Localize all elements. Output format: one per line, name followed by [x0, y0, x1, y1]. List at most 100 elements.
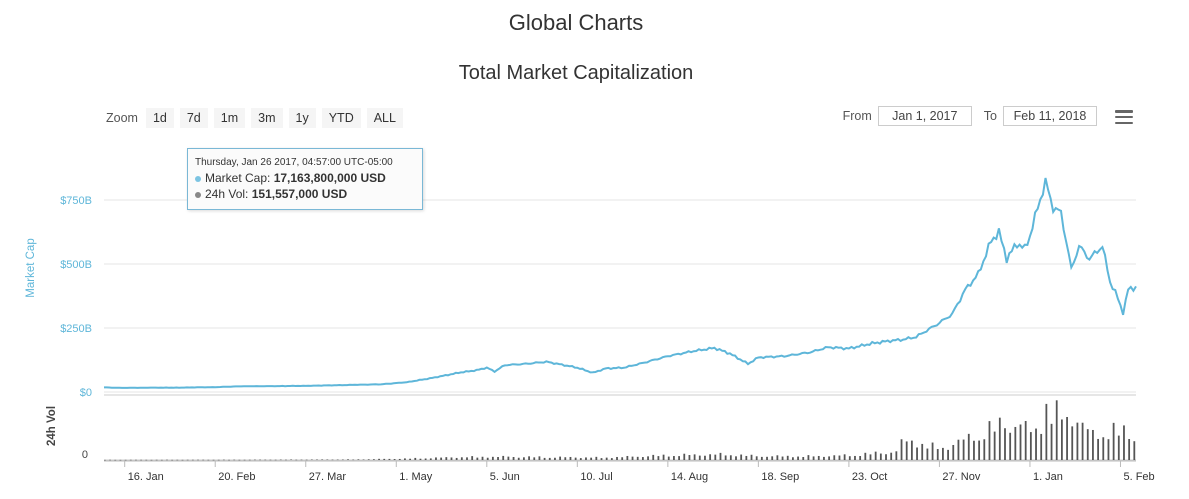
zoom-all-button[interactable]: ALL: [366, 108, 403, 128]
volume-bar: [476, 457, 479, 460]
volume-bar: [890, 452, 893, 460]
from-label: From: [842, 109, 872, 123]
zoom-3m-button[interactable]: 3m: [251, 108, 283, 128]
volume-bar: [636, 456, 639, 460]
volume-bar: [409, 458, 412, 460]
volume-bar: [879, 453, 882, 460]
volume-bar: [797, 456, 799, 460]
from-date-input[interactable]: [877, 106, 972, 126]
volume-bar: [678, 456, 680, 460]
volume-bar: [792, 457, 794, 460]
volume-bar: [181, 459, 184, 461]
chart-tooltip: Thursday, Jan 26 2017, 04:57:00 UTC-05:0…: [187, 148, 423, 210]
volume-bar: [833, 455, 836, 460]
volume-bar: [362, 459, 365, 460]
volume-bar: [186, 459, 189, 461]
volume-bar: [517, 457, 520, 460]
volume-bar: [538, 456, 541, 460]
market-cap-dot-icon: [195, 175, 201, 182]
volume-bar: [693, 454, 696, 460]
volume-bar: [145, 459, 148, 461]
volume-bar: [1060, 419, 1063, 460]
volume-bar: [579, 458, 582, 460]
volume-bar: [254, 459, 256, 461]
tooltip-date: Thursday, Jan 26 2017, 04:57:00 UTC-05:0…: [195, 157, 393, 168]
volume-bar: [285, 459, 287, 461]
volume-bar: [212, 459, 215, 461]
volume-bar: [616, 456, 618, 460]
volume-bar: [486, 457, 489, 460]
hamburger-menu-icon[interactable]: [1115, 110, 1133, 125]
volume-bar: [709, 454, 712, 460]
x-tick-label: 20. Feb: [218, 471, 255, 483]
volume-bar: [704, 455, 706, 460]
volume-bar: [843, 454, 846, 460]
volume-bar: [372, 459, 375, 460]
volume-bar: [1055, 400, 1058, 460]
volume-bar: [776, 455, 779, 460]
volume-bar: [290, 459, 293, 460]
volume-bar: [864, 452, 867, 460]
volume-bar: [641, 457, 644, 460]
volume-bar: [1123, 425, 1125, 460]
volume-bar: [331, 459, 334, 461]
volume-dot-icon: [195, 191, 201, 198]
volume-bar: [124, 459, 127, 461]
tooltip-volume-row: 24h Vol: 151,557,000 USD: [195, 187, 347, 201]
zoom-ytd-button[interactable]: YTD: [321, 108, 361, 128]
tooltip-market-cap-value: 17,163,800,000 USD: [273, 171, 386, 185]
volume-bar: [491, 456, 494, 460]
zoom-1y-button[interactable]: 1y: [288, 108, 316, 128]
volume-bar: [1092, 429, 1094, 460]
volume-bar: [388, 458, 391, 460]
x-tick-label: 23. Oct: [852, 471, 887, 483]
volume-bar: [450, 457, 453, 460]
volume-bar: [554, 457, 556, 460]
volume-bar: [383, 458, 386, 460]
volume-bar: [859, 456, 862, 460]
zoom-1d-button[interactable]: 1d: [145, 108, 174, 128]
volume-bar: [512, 457, 515, 460]
volume-bar: [528, 456, 530, 460]
volume-bar: [336, 459, 339, 461]
volume-bar: [176, 459, 179, 461]
volume-bar: [222, 459, 225, 461]
volume-bar: [735, 456, 737, 460]
volume-bar: [233, 459, 236, 461]
volume-bar: [1086, 429, 1089, 460]
chart-title: Total Market Capitalization: [458, 62, 694, 84]
zoom-1m-button[interactable]: 1m: [213, 108, 246, 128]
volume-bar: [150, 459, 153, 461]
volume-bar: [978, 440, 981, 460]
volume-bar: [197, 459, 199, 461]
tooltip-market-cap-row: Market Cap: 17,163,800,000 USD: [195, 171, 386, 185]
volume-bar: [559, 456, 562, 460]
volume-bar: [238, 459, 241, 461]
volume-bar: [1019, 424, 1022, 460]
volume-bar: [305, 459, 308, 461]
volume-bar: [848, 456, 851, 460]
volume-bar: [729, 455, 732, 460]
volume-bar: [895, 451, 898, 460]
zoom-7d-button[interactable]: 7d: [179, 108, 208, 128]
volume-bar: [367, 459, 370, 460]
volume-bar: [1035, 428, 1037, 460]
volume-bar: [1081, 422, 1084, 460]
to-date-input[interactable]: [1003, 106, 1097, 126]
volume-bar: [983, 439, 986, 460]
volume-bar: [962, 439, 965, 460]
volume-bar: [942, 447, 944, 460]
volume-bar: [155, 459, 158, 461]
volume-bar: [993, 431, 996, 460]
volume-bar: [248, 459, 251, 461]
volume-bar: [719, 452, 722, 460]
volume-bar: [921, 443, 924, 460]
zoom-bar: Zoom 1d 7d 1m 3m 1y YTD ALL: [106, 106, 403, 130]
volume-bar: [869, 454, 872, 460]
volume-bar: [404, 458, 406, 460]
date-range-selector: From To: [831, 106, 1097, 126]
x-tick-label: 10. Jul: [580, 471, 612, 483]
volume-bar: [610, 458, 613, 460]
volume-bar: [523, 457, 525, 460]
